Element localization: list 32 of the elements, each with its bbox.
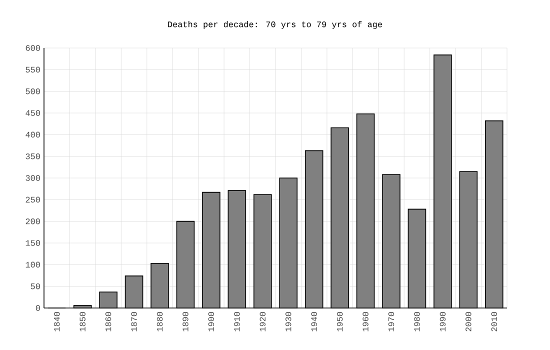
y-tick-label: 350 (26, 153, 40, 160)
y-tick-label: 50 (30, 283, 40, 290)
y-tick-label: 300 (26, 175, 40, 181)
y-tick-label: 100 (26, 262, 40, 268)
y-tick-label: 400 (26, 132, 40, 138)
y-tick-label: 550 (26, 66, 40, 73)
x-tick-label: 1900 (208, 312, 214, 332)
x-tick-label: 1840 (54, 312, 60, 332)
y-tick-label: 450 (26, 110, 40, 116)
chart-title: Deaths per decade: 70 yrs to 79 yrs of age (168, 21, 382, 29)
y-tick-label: 0 (36, 305, 40, 311)
x-tick-label: 1860 (105, 312, 112, 332)
y-tick-label: 600 (26, 45, 40, 51)
x-tick-label: 1970 (388, 312, 394, 332)
y-tick-label: 500 (26, 88, 40, 94)
x-tick-label: 1930 (285, 312, 292, 332)
y-tick-label: 250 (26, 196, 40, 203)
x-tick-label: 2000 (466, 312, 472, 332)
x-tick-label: 1890 (182, 312, 188, 332)
x-tick-label: 1990 (440, 312, 446, 332)
x-tick-label: 1920 (260, 312, 266, 332)
x-tick-label: 1950 (336, 312, 343, 332)
x-tick-label: 2010 (491, 312, 498, 332)
y-tick-label: 200 (26, 218, 40, 224)
x-tick-label: 1880 (156, 312, 163, 332)
x-tick-label: 1910 (234, 312, 240, 332)
y-tick-label: 150 (26, 240, 40, 246)
x-tick-label: 1980 (414, 312, 420, 332)
x-tick-label: 1870 (131, 312, 137, 332)
x-tick-label: 1850 (80, 312, 86, 332)
x-tick-label: 1960 (362, 312, 368, 332)
x-tick-label: 1940 (311, 312, 317, 332)
